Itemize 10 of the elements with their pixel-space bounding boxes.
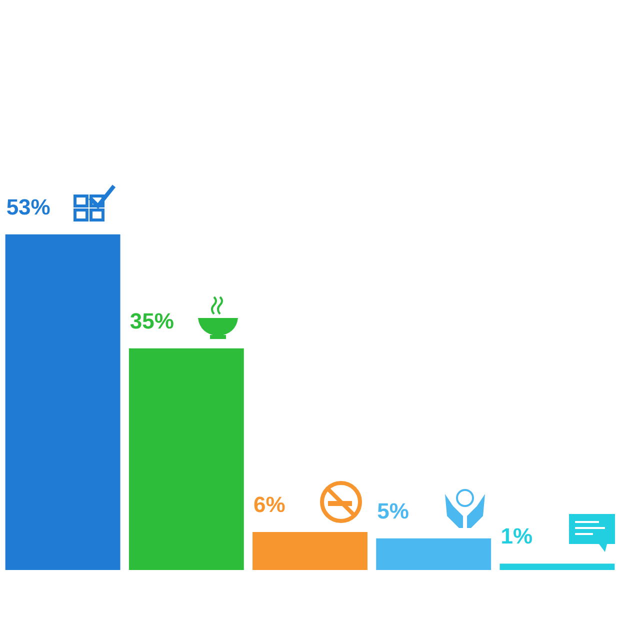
bar (500, 564, 615, 570)
data-label: 6% (254, 492, 286, 517)
data-label: 35% (130, 308, 174, 334)
data-label: 1% (500, 524, 533, 549)
data-label: 5% (377, 498, 409, 524)
bar (376, 538, 492, 570)
bar (128, 348, 244, 570)
data-label: 53% (6, 194, 50, 220)
bar (252, 532, 368, 570)
bar (5, 234, 120, 570)
